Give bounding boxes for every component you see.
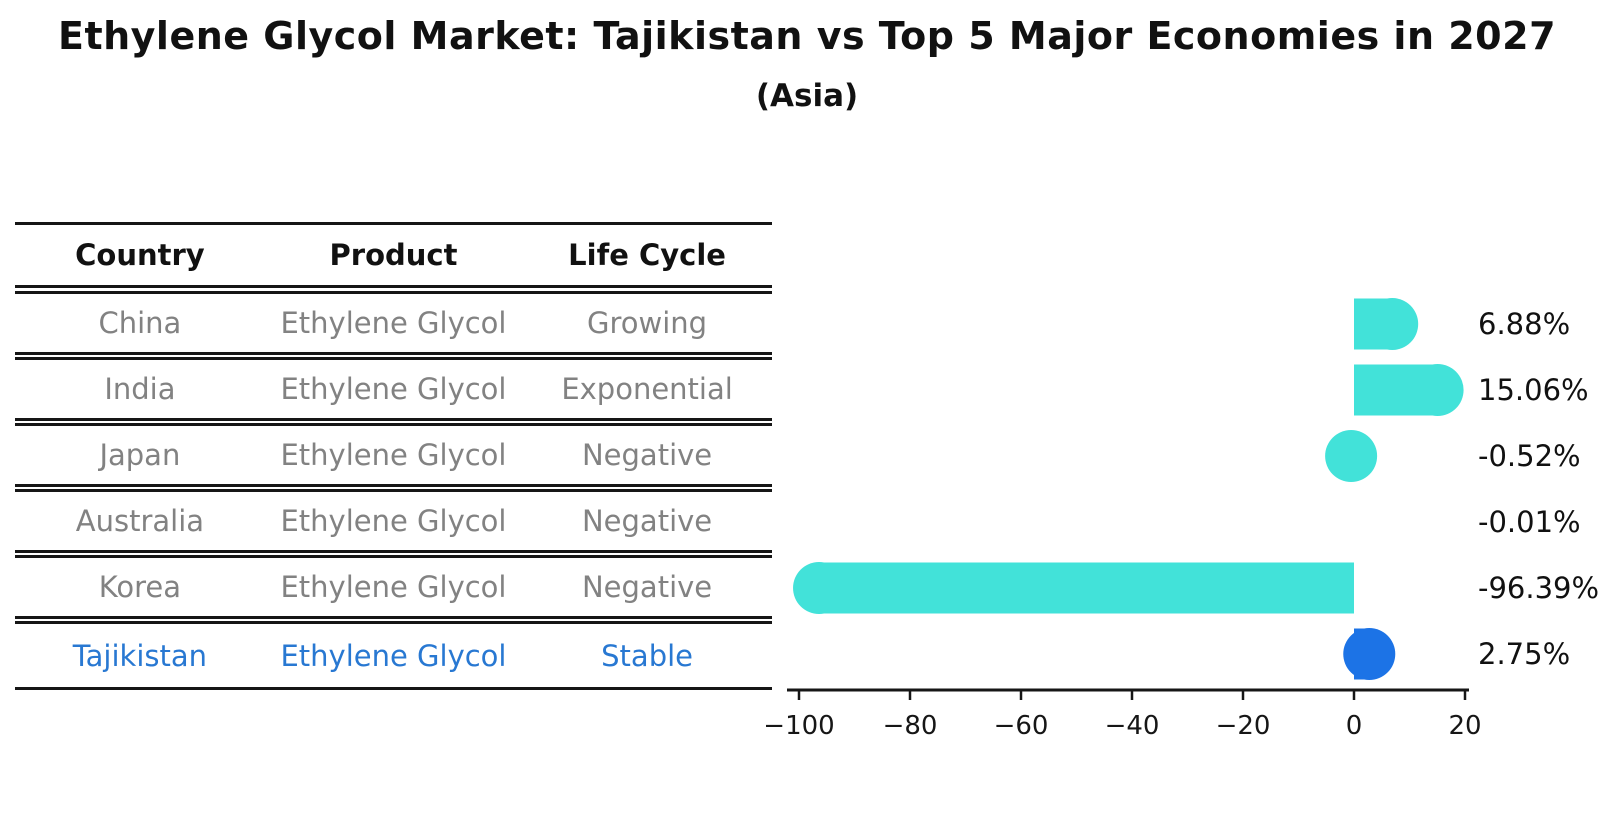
x-tick-label-20: 20 bbox=[1448, 711, 1481, 741]
cell-country: Korea bbox=[98, 570, 181, 604]
value-label-china: 6.88% bbox=[1478, 307, 1570, 341]
table-row-japan: Japan Ethylene Glycol Negative bbox=[15, 426, 772, 492]
bar-cap-china bbox=[1366, 298, 1419, 350]
cell-life-cycle: Negative bbox=[581, 504, 713, 538]
cell-life-cycle: Negative bbox=[581, 438, 713, 472]
cell-country: Tajikistan bbox=[72, 638, 208, 673]
value-label-australia: -0.01% bbox=[1478, 505, 1581, 539]
table-header-row: Country Product Life Cycle bbox=[15, 225, 772, 294]
bar-cap-korea bbox=[793, 562, 846, 614]
x-tick-label--60: −60 bbox=[994, 711, 1049, 741]
chart-title: Ethylene Glycol Market: Tajikistan vs To… bbox=[57, 14, 1557, 58]
bar-cap-tajikistan bbox=[1343, 628, 1396, 680]
cell-life-cycle: Negative bbox=[581, 570, 713, 604]
cell-product: Ethylene Glycol bbox=[280, 570, 507, 604]
cell-country: India bbox=[104, 372, 176, 406]
cell-life-cycle: Exponential bbox=[561, 372, 733, 406]
bar-cap-india bbox=[1411, 364, 1464, 416]
cell-country: China bbox=[98, 306, 182, 340]
value-label-japan: -0.52% bbox=[1478, 439, 1581, 473]
column-header-life-cycle: Life Cycle bbox=[568, 238, 726, 272]
table-row-china: China Ethylene Glycol Growing bbox=[15, 294, 772, 360]
table-row-australia: Australia Ethylene Glycol Negative bbox=[15, 492, 772, 558]
table-row-tajikistan: Tajikistan Ethylene Glycol Stable bbox=[15, 624, 772, 690]
x-tick-label-0: 0 bbox=[1346, 711, 1363, 741]
value-label-india: 15.06% bbox=[1478, 373, 1589, 407]
value-label-korea: -96.39% bbox=[1478, 571, 1599, 605]
column-header-country: Country bbox=[75, 238, 205, 272]
cell-product: Ethylene Glycol bbox=[280, 372, 507, 406]
country-table: Country Product Life Cycle China Ethylen… bbox=[15, 222, 772, 690]
cell-country: Australia bbox=[75, 504, 205, 538]
chart-subtitle: (Asia) bbox=[755, 78, 859, 114]
x-axis-ticks: −100 −80 −60 −40 −20 0 20 bbox=[763, 690, 1482, 741]
cell-product: Ethylene Glycol bbox=[280, 438, 507, 472]
bar-cap-japan bbox=[1325, 430, 1378, 482]
cell-product: Ethylene Glycol bbox=[280, 638, 507, 673]
column-header-product: Product bbox=[329, 238, 458, 272]
value-labels: 6.88% 15.06% -0.52% -0.01% -96.39% 2.75% bbox=[1478, 307, 1599, 671]
cell-life-cycle: Stable bbox=[601, 638, 693, 673]
cell-product: Ethylene Glycol bbox=[280, 504, 507, 538]
value-label-tajikistan: 2.75% bbox=[1478, 637, 1570, 671]
bars-group bbox=[793, 298, 1464, 680]
cell-product: Ethylene Glycol bbox=[280, 306, 507, 340]
cell-life-cycle: Growing bbox=[587, 306, 708, 340]
x-tick-label--80: −80 bbox=[883, 711, 938, 741]
x-tick-label--20: −20 bbox=[1216, 711, 1271, 741]
bar-korea bbox=[819, 562, 1354, 614]
table-row-korea: Korea Ethylene Glycol Negative bbox=[15, 558, 772, 624]
cell-country: Japan bbox=[99, 438, 181, 472]
x-tick-label--40: −40 bbox=[1105, 711, 1160, 741]
table-row-india: India Ethylene Glycol Exponential bbox=[15, 360, 772, 426]
x-tick-label--100: −100 bbox=[763, 711, 834, 741]
